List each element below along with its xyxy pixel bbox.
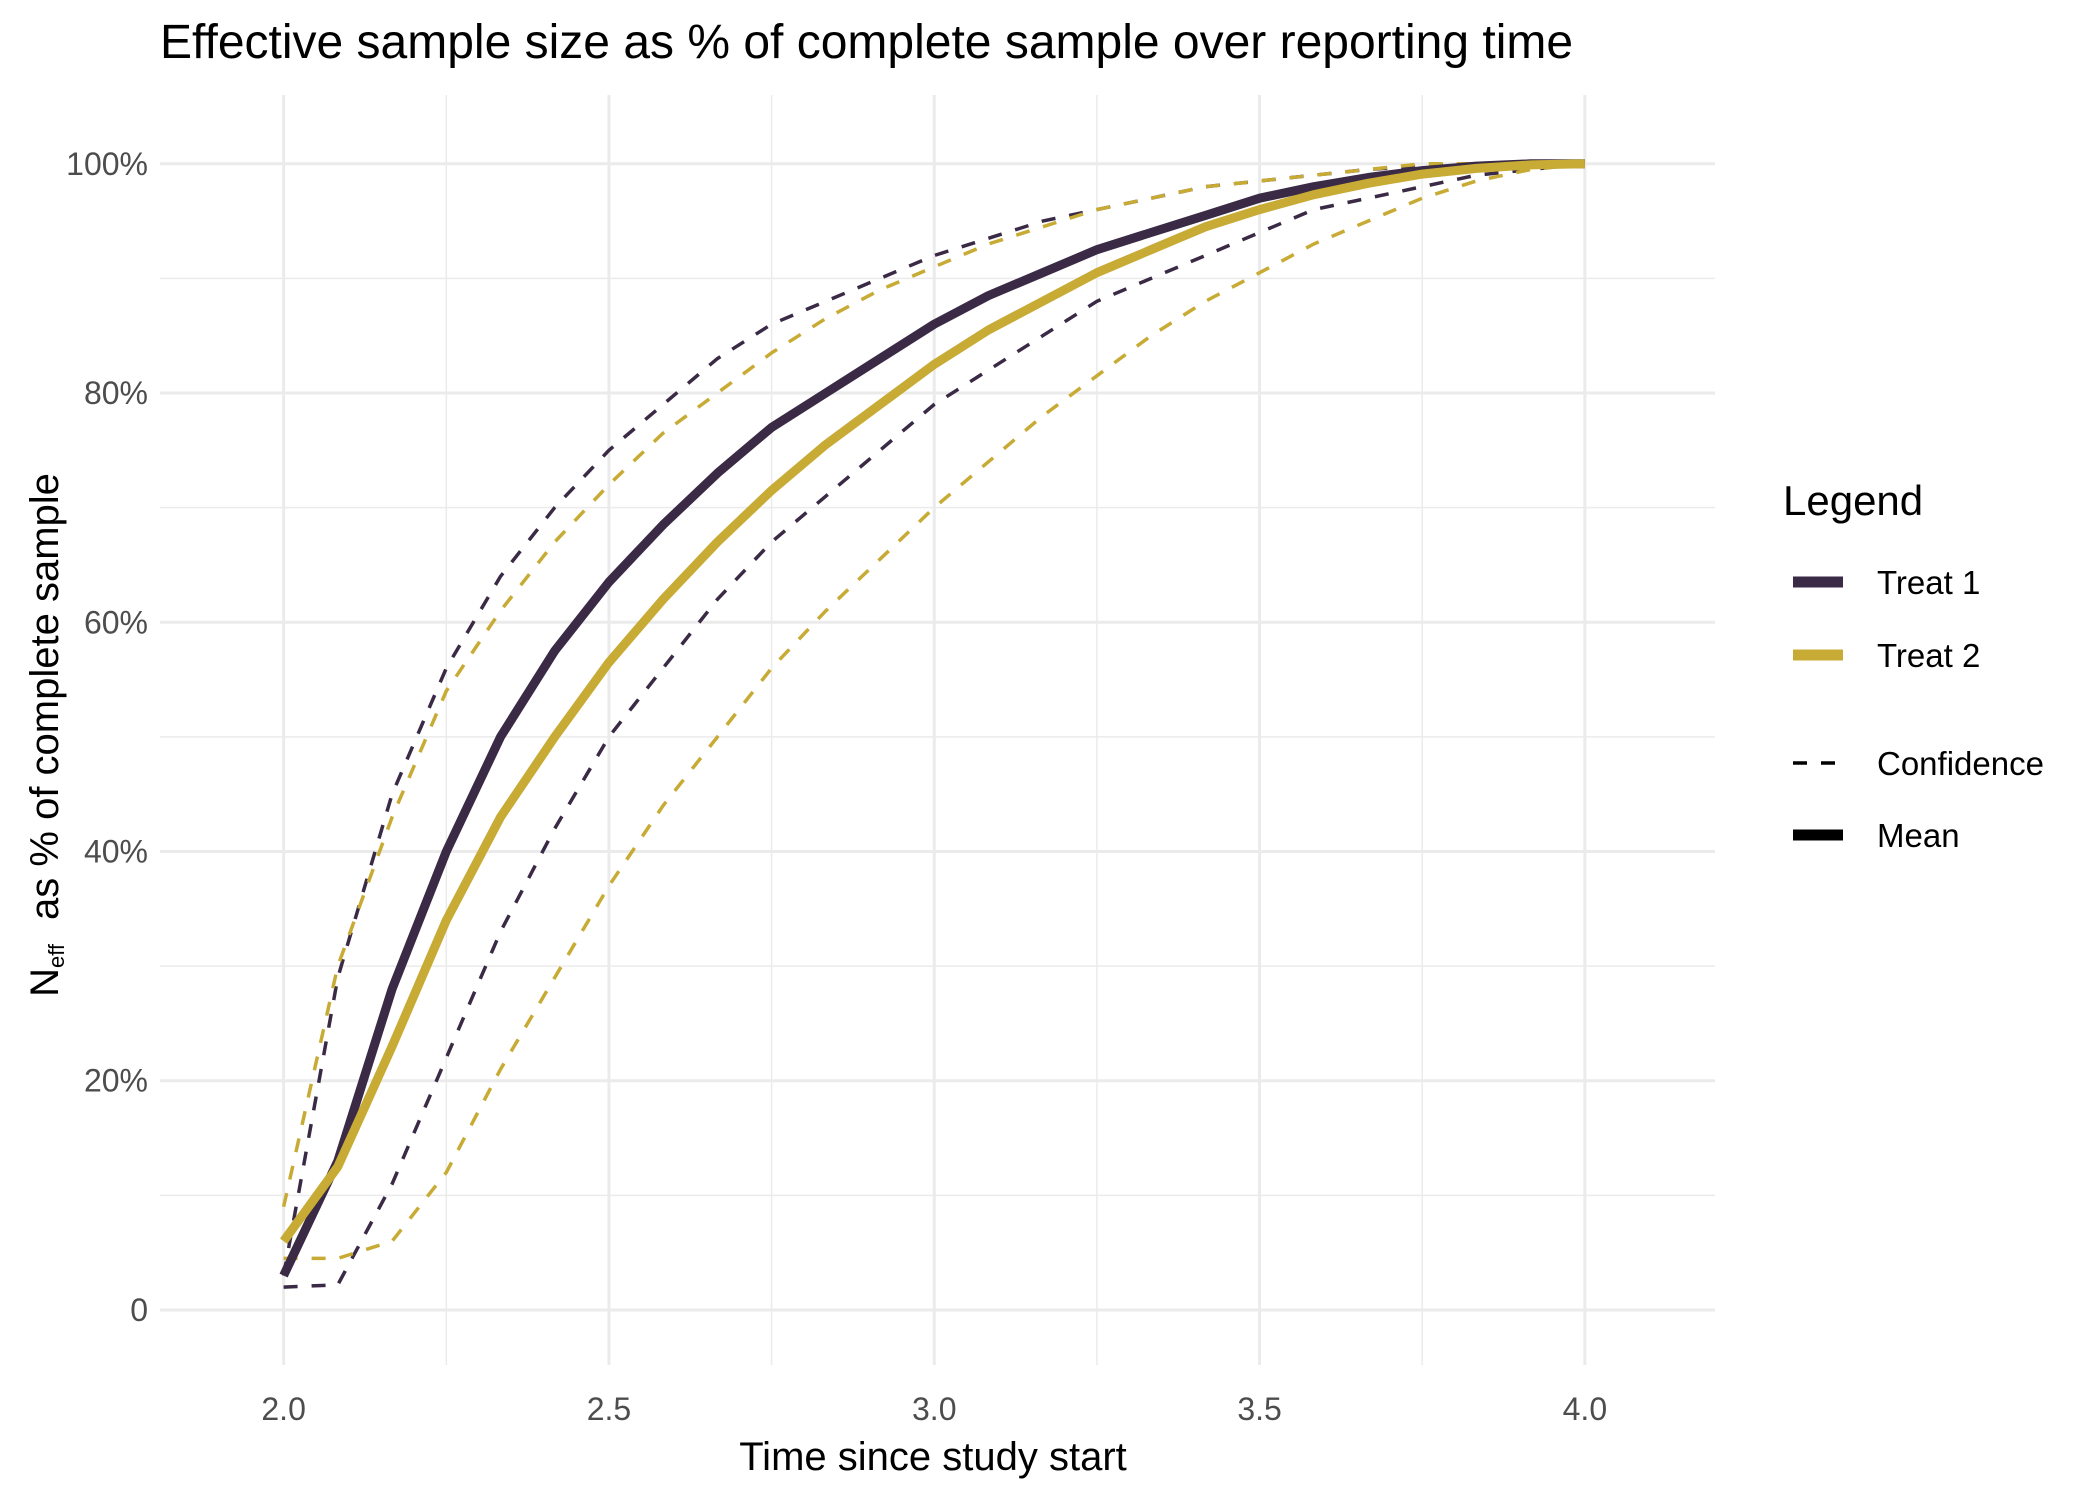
y-tick-label: 80% xyxy=(84,375,148,411)
series-lines xyxy=(279,159,1586,1289)
y-axis-title-rest: as % of complete sample xyxy=(23,473,67,920)
legend-label-treat-2: Treat 2 xyxy=(1877,637,1980,674)
y-tick-label: 40% xyxy=(84,833,148,869)
legend-title: Legend xyxy=(1783,477,1923,524)
legend-label-mean: Mean xyxy=(1877,817,1960,854)
legend-label-confidence: Confidence xyxy=(1877,745,2044,782)
chart-title: Effective sample size as % of complete s… xyxy=(160,16,1573,69)
x-axis-ticks: 2.0 2.5 3.0 3.5 4.0 xyxy=(261,1391,1607,1427)
legend-label-treat-1: Treat 1 xyxy=(1877,564,1980,601)
x-tick-label: 3.0 xyxy=(912,1391,956,1427)
y-axis-title: Neff as % of complete sample xyxy=(23,473,69,997)
y-tick-label: 60% xyxy=(84,604,148,640)
x-tick-label: 2.0 xyxy=(261,1391,305,1427)
x-tick-label: 4.0 xyxy=(1563,1391,1607,1427)
series-treat-1-lower-line xyxy=(283,162,1586,1289)
series-treat-2-mean-line xyxy=(279,159,1585,1244)
series-treat-1-mean-line xyxy=(279,159,1585,1278)
x-tick-label: 2.5 xyxy=(587,1391,631,1427)
x-tick-label: 3.5 xyxy=(1237,1391,1281,1427)
y-axis-title-subscript: eff xyxy=(44,943,69,968)
y-axis-ticks: 0 20% 40% 60% 80% 100% xyxy=(66,146,148,1328)
y-tick-label: 20% xyxy=(84,1063,148,1099)
series-treat-1-upper-line xyxy=(281,162,1585,1276)
minor-gridlines xyxy=(160,95,1715,1365)
x-axis-title: Time since study start xyxy=(739,1435,1127,1479)
y-tick-label: 0 xyxy=(130,1292,148,1328)
series-treat-2-lower-line xyxy=(283,162,1586,1261)
y-tick-label: 100% xyxy=(66,146,148,182)
legend: Legend Treat 1 Treat 2 Confidence Mean xyxy=(1783,477,2044,854)
y-axis-title-main: N xyxy=(23,968,67,997)
